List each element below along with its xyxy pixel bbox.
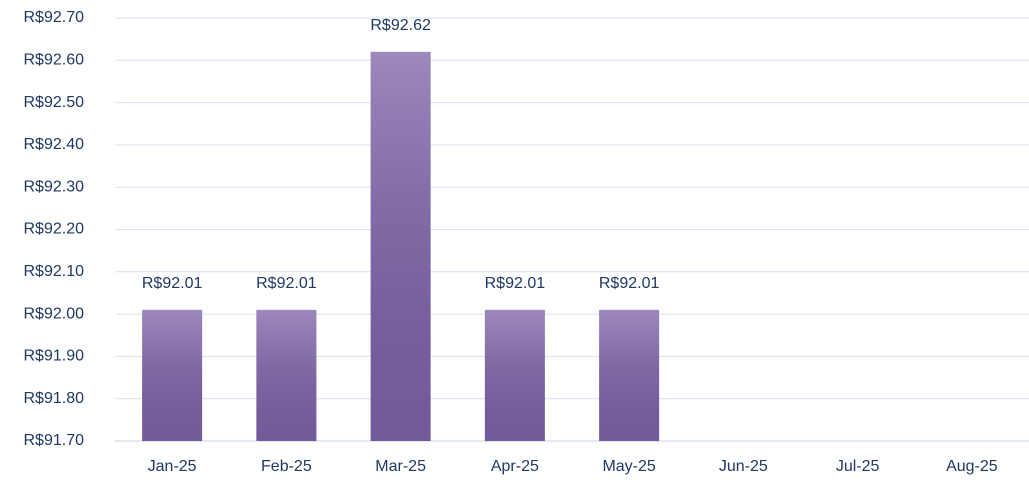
x-tick-label: Jul-25 — [836, 458, 880, 475]
y-tick-label: R$92.30 — [24, 178, 85, 195]
y-tick-label: R$91.70 — [24, 432, 85, 449]
y-tick-label: R$92.10 — [24, 263, 85, 280]
value-label: R$92.01 — [142, 275, 203, 292]
value-label: R$92.01 — [485, 275, 546, 292]
x-tick-label: Apr-25 — [491, 458, 539, 475]
y-tick-label: R$91.90 — [24, 348, 85, 365]
value-label: R$92.62 — [370, 17, 431, 34]
chart: R$91.70 R$91.80 R$91.90 R$92.00 R$92.10 R$92.… — [0, 0, 1029, 480]
x-tick-label: Jan-25 — [148, 458, 197, 475]
page: R$91.70 R$91.80 R$91.90 R$92.00 R$92.10 R$92.… — [0, 0, 1029, 480]
y-tick-label: R$92.60 — [24, 52, 85, 69]
bar-shade — [256, 310, 316, 441]
bar-shade — [371, 52, 431, 441]
x-tick-label: Aug-25 — [946, 458, 998, 475]
x-tick-label: May-25 — [602, 458, 655, 475]
y-tick-label: R$92.40 — [24, 136, 85, 153]
y-tick-label: R$91.80 — [24, 390, 85, 407]
y-tick-label: R$92.50 — [24, 94, 85, 111]
bar-shade — [485, 310, 545, 441]
x-tick-label: Feb-25 — [261, 458, 312, 475]
y-tick-label: R$92.20 — [24, 221, 85, 238]
y-tick-label: R$92.70 — [24, 9, 85, 26]
y-tick-label: R$92.00 — [24, 305, 85, 322]
bar-shade — [599, 310, 659, 441]
x-tick-label: Jun-25 — [719, 458, 768, 475]
bar-shade — [142, 310, 202, 441]
x-tick-label: Mar-25 — [375, 458, 426, 475]
value-label: R$92.01 — [256, 275, 317, 292]
value-label: R$92.01 — [599, 275, 660, 292]
